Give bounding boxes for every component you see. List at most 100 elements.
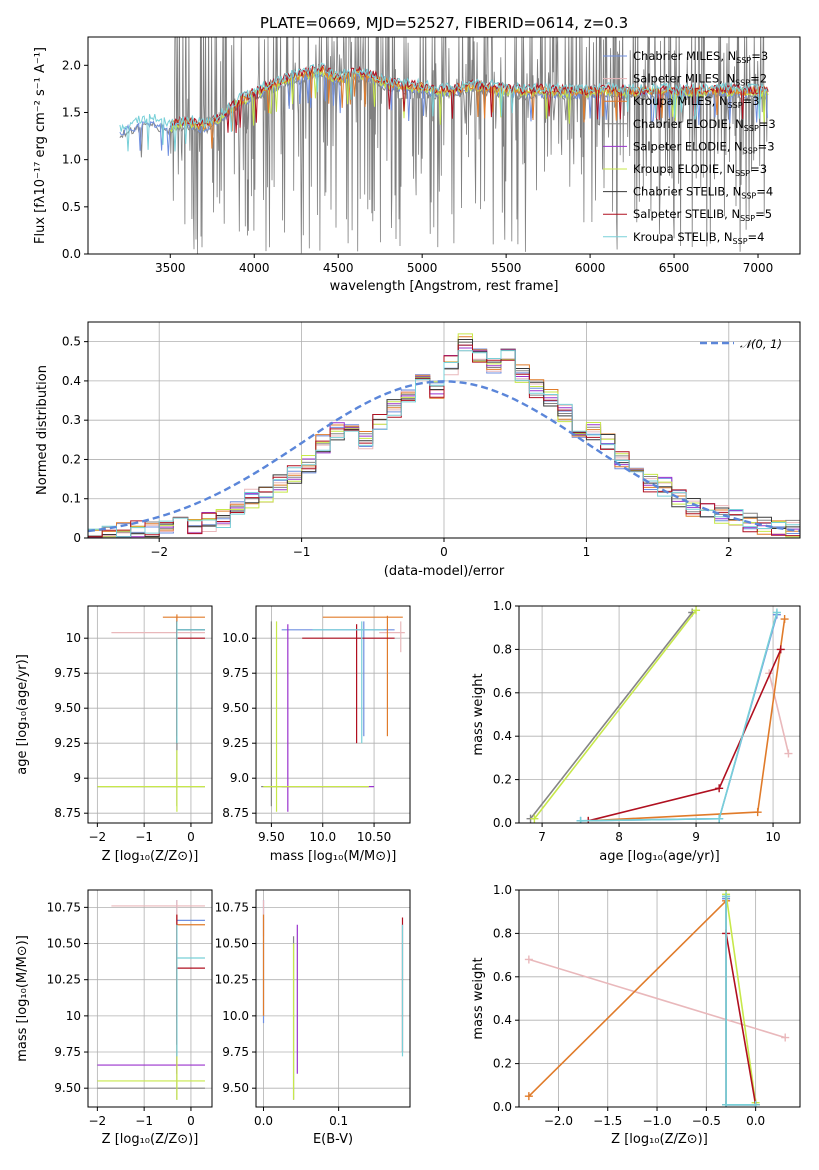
y-tick-label: 9.75	[54, 666, 81, 680]
y-tick-label: 0.6	[493, 686, 512, 700]
y-tick-label: 0.8	[493, 926, 512, 940]
x-tick-label: 0	[440, 545, 448, 559]
x-tick-label: −1	[293, 545, 311, 559]
x-tick-label: 8	[615, 830, 623, 844]
y-axis-label: mass weight	[471, 957, 486, 1039]
y-tick-label: 0.6	[493, 970, 512, 984]
y-tick-label: 0.5	[62, 200, 81, 214]
y-tick-label: 9.50	[222, 701, 249, 715]
y-tick-label: 0.4	[493, 729, 512, 743]
y-tick-label: 0.1	[62, 492, 81, 506]
y-tick-label: 10	[66, 1009, 81, 1023]
mass-weight-marker-7	[715, 784, 724, 793]
x-axis-label: wavelength [Angstrom, rest frame]	[330, 279, 559, 294]
legend-label-0: Chabrier MILES, NSSP=3	[633, 49, 768, 65]
legend-label-4: Salpeter ELODIE, NSSP=3	[633, 139, 775, 155]
y-tick-label: 1.5	[62, 105, 81, 119]
x-tick-label: 1	[583, 545, 591, 559]
y-tick-label: 10.75	[47, 900, 81, 914]
y-tick-label: 0.0	[62, 247, 81, 261]
panel-residuals: 𝒩(0, 1) −2 −1 0 1 2 0 0.1 0.2 0.3 0.4 0.5 (data-mode…	[35, 321, 801, 579]
y-tick-label: 10.0	[222, 631, 249, 645]
x-tick-label: 7	[538, 830, 546, 844]
y-tick-label: 0.2	[493, 773, 512, 787]
x-tick-label: 0.1	[329, 1114, 348, 1128]
legend-label-6: Chabrier STELIB, NSSP=4	[633, 185, 773, 201]
legend-label-7: Salpeter STELIB, NSSP=5	[633, 207, 772, 223]
plot-area	[262, 900, 404, 1100]
x-tick-label: 0	[187, 830, 195, 844]
mass-weight-marker-1	[524, 955, 533, 964]
legend-label-1: Salpeter MILES, NSSP=2	[633, 72, 767, 88]
x-tick-label: 0.0	[746, 1114, 765, 1128]
mass-weight-line-5	[725, 894, 757, 1103]
model-spectrum-0	[119, 71, 768, 156]
y-tick-label: 0.5	[62, 335, 81, 349]
axes-frame	[87, 889, 213, 1108]
y-tick-label: 0.4	[62, 374, 81, 388]
mass-weight-marker-1	[781, 1033, 790, 1042]
histogram-8	[88, 350, 800, 538]
y-tick-label: 8.75	[54, 806, 81, 820]
x-tick-label: −1.0	[642, 1114, 671, 1128]
x-axis-label: age [log₁₀(age/yr)]	[599, 849, 720, 864]
legend-gaussian-label: 𝒩(0, 1)	[740, 337, 782, 351]
x-axis-label: Z [log₁₀(Z/Z⊙)]	[102, 849, 199, 864]
y-tick-label: 10.25	[47, 973, 81, 987]
panel-mass_vs_Z: −2 −1 0 9.50 9.75 10 10.25 10.50 10.75 Z [log₁₀(Z…	[15, 889, 213, 1147]
x-tick-label: 4500	[323, 261, 354, 275]
axes-frame	[255, 889, 411, 1108]
axes-frame	[87, 605, 213, 824]
mass-weight-line-1	[768, 673, 790, 754]
y-tick-label: 0.2	[62, 452, 81, 466]
y-tick-label: 9.75	[54, 1045, 81, 1059]
y-tick-label: 9.50	[54, 701, 81, 715]
mass-weight-marker-8	[772, 608, 781, 617]
x-tick-label: −2	[89, 830, 107, 844]
x-tick-label: −2	[89, 1114, 107, 1128]
x-tick-label: 5000	[407, 261, 438, 275]
x-tick-label: 10	[765, 830, 780, 844]
plot-area	[524, 890, 790, 1107]
mass-weight-line-3	[529, 612, 693, 820]
x-tick-label: −1	[135, 1114, 153, 1128]
y-tick-label: 9.25	[54, 736, 81, 750]
mass-weight-marker-8	[722, 892, 731, 901]
y-tick-label: 10	[66, 631, 81, 645]
legend-label-2: Kroupa MILES, NSSP=3	[633, 94, 759, 110]
y-axis-label: mass [log₁₀(M/M⊙)]	[15, 935, 30, 1062]
y-tick-label: 0.0	[493, 1100, 512, 1114]
x-tick-label: 0.0	[254, 1114, 273, 1128]
mass-weight-marker-8	[751, 1100, 760, 1107]
x-tick-label: −1	[135, 830, 153, 844]
x-axis-label: Z [log₁₀(Z/Z⊙)]	[102, 1132, 199, 1147]
x-axis-label: mass [log₁₀(M/M⊙)]	[270, 849, 397, 864]
y-tick-label: 9.50	[54, 1081, 81, 1095]
x-tick-label: 6000	[575, 261, 606, 275]
mass-weight-line-2	[528, 900, 727, 1097]
y-tick-label: 9	[73, 771, 81, 785]
x-tick-label: 9	[692, 830, 700, 844]
y-tick-label: 0.0	[493, 816, 512, 830]
y-tick-label: 10.50	[215, 937, 249, 951]
mass-weight-marker-5	[692, 606, 701, 615]
panel-mw_vs_Z: −2.0 −1.5 −1.0 −0.5 0.0 0.0 0.2 0.4 0.6 0.8 1.0 Z […	[471, 883, 801, 1147]
y-tick-label: 0.3	[62, 413, 81, 427]
y-tick-label: 10.25	[215, 973, 249, 987]
model-spectrum-8	[119, 62, 768, 152]
y-axis-label: Normed distribution	[35, 365, 50, 495]
axes-frame	[518, 605, 801, 824]
x-tick-label: 9.50	[258, 830, 285, 844]
y-axis-label: Flux [fλ10⁻¹⁷ erg cm⁻² s⁻¹ A⁻¹]	[33, 47, 48, 244]
panel-spectrum: 3500 4000 4500 5000 5500 6000 6500 7000 0.0 0.5 1.…	[33, 36, 801, 294]
plot-area	[261, 615, 405, 812]
mass-weight-marker-2	[753, 808, 762, 817]
mass-weight-marker-2	[524, 1092, 533, 1101]
y-tick-label: 0	[73, 531, 81, 545]
figure-title: PLATE=0669, MJD=52527, FIBERID=0614, z=0…	[260, 14, 628, 32]
legend-label-5: Kroupa ELODIE, NSSP=3	[633, 162, 767, 178]
x-tick-label: 10.0	[309, 830, 336, 844]
y-tick-label: 10.75	[215, 900, 249, 914]
x-tick-label: −2	[150, 545, 168, 559]
